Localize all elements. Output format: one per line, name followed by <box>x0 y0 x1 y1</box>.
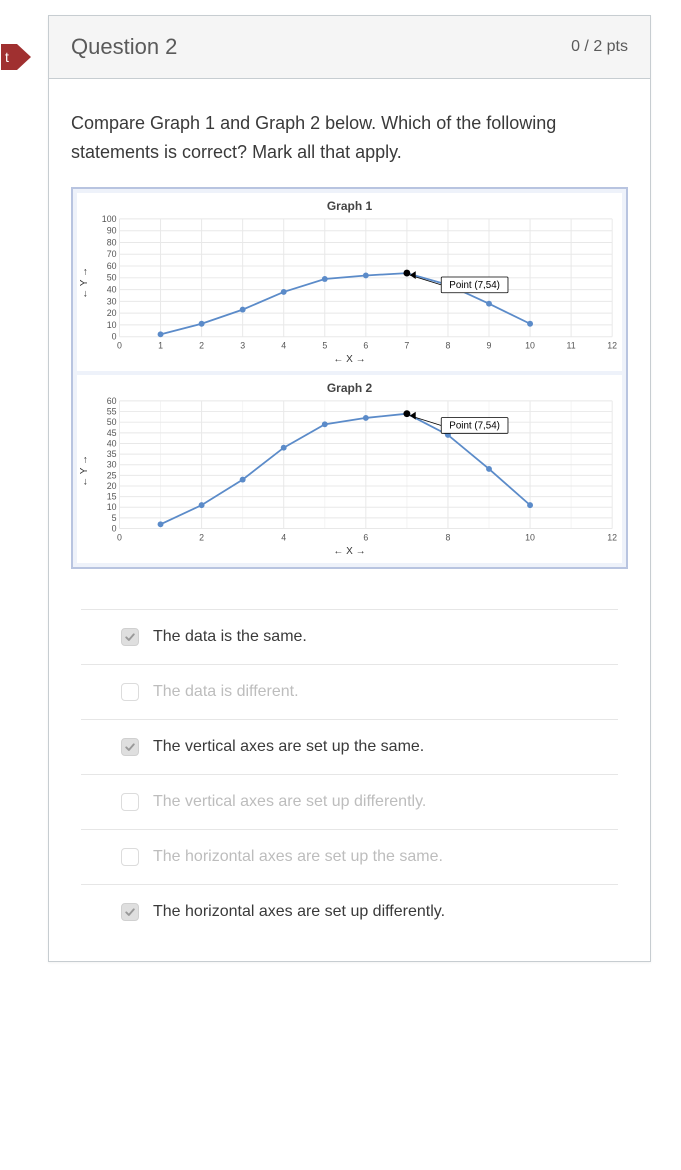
svg-text:50: 50 <box>107 272 117 282</box>
graph2-box: Graph 2 ← Y → 05101520253035404550556002… <box>77 375 622 563</box>
svg-text:2: 2 <box>199 340 204 350</box>
checkbox-checked-icon[interactable] <box>121 903 139 921</box>
answer-row-1[interactable]: The data is different. <box>81 664 618 719</box>
svg-text:10: 10 <box>525 340 535 350</box>
svg-text:70: 70 <box>107 249 117 259</box>
answer-text: The horizontal axes are set up different… <box>153 903 445 921</box>
svg-text:10: 10 <box>525 532 535 542</box>
svg-text:0: 0 <box>112 523 117 533</box>
svg-text:4: 4 <box>281 532 286 542</box>
svg-text:30: 30 <box>107 296 117 306</box>
svg-text:7: 7 <box>404 340 409 350</box>
svg-text:60: 60 <box>107 261 117 271</box>
svg-text:20: 20 <box>107 308 117 318</box>
svg-text:1: 1 <box>158 340 163 350</box>
answer-text: The vertical axes are set up differently… <box>153 793 426 811</box>
svg-text:5: 5 <box>322 340 327 350</box>
answer-row-0[interactable]: The data is the same. <box>81 609 618 664</box>
checkbox-checked-icon[interactable] <box>121 738 139 756</box>
svg-text:25: 25 <box>107 470 117 480</box>
svg-text:80: 80 <box>107 237 117 247</box>
question-title: Question 2 <box>71 34 177 60</box>
answer-row-2[interactable]: The vertical axes are set up the same. <box>81 719 618 774</box>
graph2-x-label: ← X → <box>77 544 622 563</box>
svg-text:2: 2 <box>199 532 204 542</box>
svg-text:30: 30 <box>107 460 117 470</box>
svg-text:40: 40 <box>107 284 117 294</box>
svg-text:40: 40 <box>107 438 117 448</box>
question-points: 0 / 2 pts <box>571 38 628 56</box>
svg-text:55: 55 <box>107 407 117 417</box>
svg-text:0: 0 <box>117 340 122 350</box>
checkbox-unchecked-icon[interactable] <box>121 683 139 701</box>
checkbox-unchecked-icon[interactable] <box>121 793 139 811</box>
svg-text:6: 6 <box>363 340 368 350</box>
svg-text:0: 0 <box>112 331 117 341</box>
answer-text: The horizontal axes are set up the same. <box>153 848 443 866</box>
answer-row-5[interactable]: The horizontal axes are set up different… <box>81 884 618 939</box>
answers-list: The data is the same. The data is differe… <box>81 609 618 939</box>
question-header: Question 2 0 / 2 pts <box>49 16 650 79</box>
question-body: Compare Graph 1 and Graph 2 below. Which… <box>49 79 650 961</box>
graph1-box: Graph 1 ← Y → 01020304050607080901000123… <box>77 193 622 371</box>
graph1-title: Graph 1 <box>77 193 622 215</box>
chart-frame: Graph 1 ← Y → 01020304050607080901000123… <box>71 187 628 570</box>
svg-text:45: 45 <box>107 428 117 438</box>
graph1-plot: 01020304050607080901000123456789101112Po… <box>92 215 622 352</box>
svg-text:6: 6 <box>363 532 368 542</box>
svg-text:8: 8 <box>445 532 450 542</box>
answer-text: The data is different. <box>153 683 299 701</box>
graph1-y-label: ← Y → <box>77 267 92 299</box>
svg-text:11: 11 <box>567 340 576 350</box>
answer-row-4[interactable]: The horizontal axes are set up the same. <box>81 829 618 884</box>
checkbox-unchecked-icon[interactable] <box>121 848 139 866</box>
svg-text:9: 9 <box>487 340 492 350</box>
svg-text:12: 12 <box>607 532 617 542</box>
svg-text:3: 3 <box>240 340 245 350</box>
answer-text: The vertical axes are set up the same. <box>153 738 424 756</box>
answer-text: The data is the same. <box>153 628 307 646</box>
graph2-plot: 051015202530354045505560024681012Point (… <box>92 397 622 544</box>
svg-text:10: 10 <box>107 319 117 329</box>
graph2-y-label: ← Y → <box>77 455 92 487</box>
svg-text:Point (7,54): Point (7,54) <box>449 420 500 431</box>
svg-text:5: 5 <box>112 513 117 523</box>
svg-text:60: 60 <box>107 397 117 406</box>
svg-text:15: 15 <box>107 492 117 502</box>
svg-text:4: 4 <box>281 340 286 350</box>
svg-text:35: 35 <box>107 449 117 459</box>
svg-text:50: 50 <box>107 417 117 427</box>
svg-text:100: 100 <box>102 215 117 224</box>
svg-text:10: 10 <box>107 502 117 512</box>
svg-text:12: 12 <box>607 340 617 350</box>
svg-text:0: 0 <box>117 532 122 542</box>
answer-row-3[interactable]: The vertical axes are set up differently… <box>81 774 618 829</box>
checkbox-checked-icon[interactable] <box>121 628 139 646</box>
incorrect-flag: t <box>1 44 17 70</box>
graph1-x-label: ← X → <box>77 352 622 371</box>
svg-text:Point (7,54): Point (7,54) <box>449 279 500 290</box>
svg-text:90: 90 <box>107 225 117 235</box>
question-card: t Question 2 0 / 2 pts Compare Graph 1 a… <box>48 15 651 962</box>
graph2-title: Graph 2 <box>77 375 622 397</box>
question-text: Compare Graph 1 and Graph 2 below. Which… <box>71 109 628 167</box>
svg-text:8: 8 <box>445 340 450 350</box>
svg-text:20: 20 <box>107 481 117 491</box>
